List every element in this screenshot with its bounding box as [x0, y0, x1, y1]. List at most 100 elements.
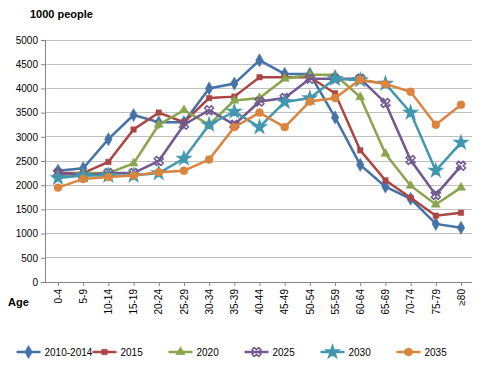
- y-axis-line: [41, 41, 46, 283]
- point: [429, 188, 442, 201]
- point: [281, 67, 289, 80]
- y-tick: 2000: [16, 180, 45, 191]
- point: [205, 156, 213, 164]
- x-tick: 55-59: [330, 282, 341, 315]
- grid-line: [45, 40, 472, 41]
- legend-label: 2010-2014: [45, 347, 93, 358]
- y-tick-mark: [41, 209, 45, 210]
- x-tick: 70-74: [405, 282, 416, 315]
- point: [457, 221, 465, 234]
- x-tick: 5-9: [78, 282, 89, 303]
- x-tick-mark: [310, 282, 311, 286]
- x-tick-mark: [411, 282, 412, 286]
- point: [407, 192, 415, 205]
- x-tick-label: 25-29: [179, 289, 190, 315]
- point: [79, 175, 87, 183]
- legend-label: 2020: [197, 347, 220, 358]
- y-tick-label: 3500: [16, 107, 39, 118]
- point: [180, 167, 188, 175]
- point: [231, 77, 239, 90]
- x-tick-mark: [108, 282, 109, 286]
- point: [432, 217, 440, 230]
- series-line: [58, 60, 461, 227]
- y-tick-label: 1000: [16, 228, 39, 239]
- x-tick-mark: [360, 282, 361, 286]
- series: [54, 76, 465, 192]
- x-tick-mark: [58, 282, 59, 286]
- x-tick: 0-4: [53, 282, 64, 303]
- y-tick: 500: [21, 252, 45, 263]
- point: [356, 158, 364, 171]
- point: [179, 105, 188, 113]
- background: [0, 0, 481, 371]
- series-line: [58, 77, 461, 215]
- x-tick-label: 5-9: [78, 289, 89, 304]
- plot-area: [51, 54, 467, 235]
- point: [178, 152, 191, 164]
- point: [156, 110, 161, 115]
- legend-label: 2035: [425, 347, 448, 358]
- x-tick-mark: [436, 282, 437, 286]
- legend-marker: [102, 349, 107, 354]
- point: [177, 118, 190, 131]
- point: [433, 213, 438, 218]
- y-axis: 0500100015002000250030003500400045005000: [16, 35, 46, 288]
- series-line: [58, 79, 461, 178]
- x-tick-label: 55-59: [330, 289, 341, 315]
- x-tick-label: 60-64: [355, 289, 366, 315]
- grid: [45, 40, 472, 282]
- point: [278, 95, 291, 107]
- x-tick: 35-39: [229, 282, 240, 315]
- x-tick: 50-54: [305, 282, 316, 315]
- legend-marker: [25, 345, 33, 358]
- point: [228, 105, 241, 117]
- x-tick-label: 35-39: [229, 289, 240, 315]
- x-tick-mark: [461, 282, 462, 286]
- point: [457, 101, 465, 109]
- point: [356, 92, 365, 100]
- legend-marker: [326, 345, 339, 357]
- y-tick-label: 2500: [16, 156, 39, 167]
- point: [154, 119, 163, 127]
- x-tick-mark: [83, 282, 84, 286]
- point: [379, 96, 392, 109]
- point: [407, 88, 415, 96]
- point: [331, 94, 339, 102]
- point: [155, 168, 163, 176]
- y-tick-label: 3000: [16, 132, 39, 143]
- x-tick: 45-49: [279, 282, 290, 315]
- x-tick-mark: [335, 282, 336, 286]
- y-tick-label: 4000: [16, 83, 39, 94]
- x-axis-title: Age: [8, 296, 29, 308]
- y-tick: 1500: [16, 204, 45, 215]
- point: [230, 95, 239, 103]
- x-tick: 20-24: [153, 282, 164, 315]
- point: [130, 172, 138, 180]
- point: [408, 195, 413, 200]
- point: [303, 72, 316, 85]
- point: [54, 184, 62, 192]
- legend-marker: [250, 345, 263, 358]
- y-tick: 3000: [16, 132, 45, 143]
- x-axis: 0-45-910-1415-1920-2425-2930-3435-3940-4…: [45, 282, 472, 315]
- point: [256, 109, 264, 117]
- y-tick-mark: [41, 88, 45, 89]
- y-tick: 3500: [16, 107, 45, 118]
- point: [129, 158, 138, 166]
- point: [281, 123, 289, 131]
- point: [404, 106, 417, 118]
- point: [358, 148, 363, 153]
- x-tick-label: 20-24: [153, 289, 164, 315]
- x-tick-mark: [285, 282, 286, 286]
- x-tick-mark: [134, 282, 135, 286]
- point: [456, 182, 465, 190]
- x-tick-mark: [209, 282, 210, 286]
- x-tick: 75-79: [431, 282, 442, 315]
- point: [383, 178, 388, 183]
- legend-entry: 2010-2014: [17, 345, 93, 358]
- point: [458, 210, 463, 215]
- point: [253, 95, 266, 108]
- y-tick-label: 4500: [16, 59, 39, 70]
- y-tick-mark: [41, 161, 45, 162]
- x-tick: 10-14: [103, 282, 114, 315]
